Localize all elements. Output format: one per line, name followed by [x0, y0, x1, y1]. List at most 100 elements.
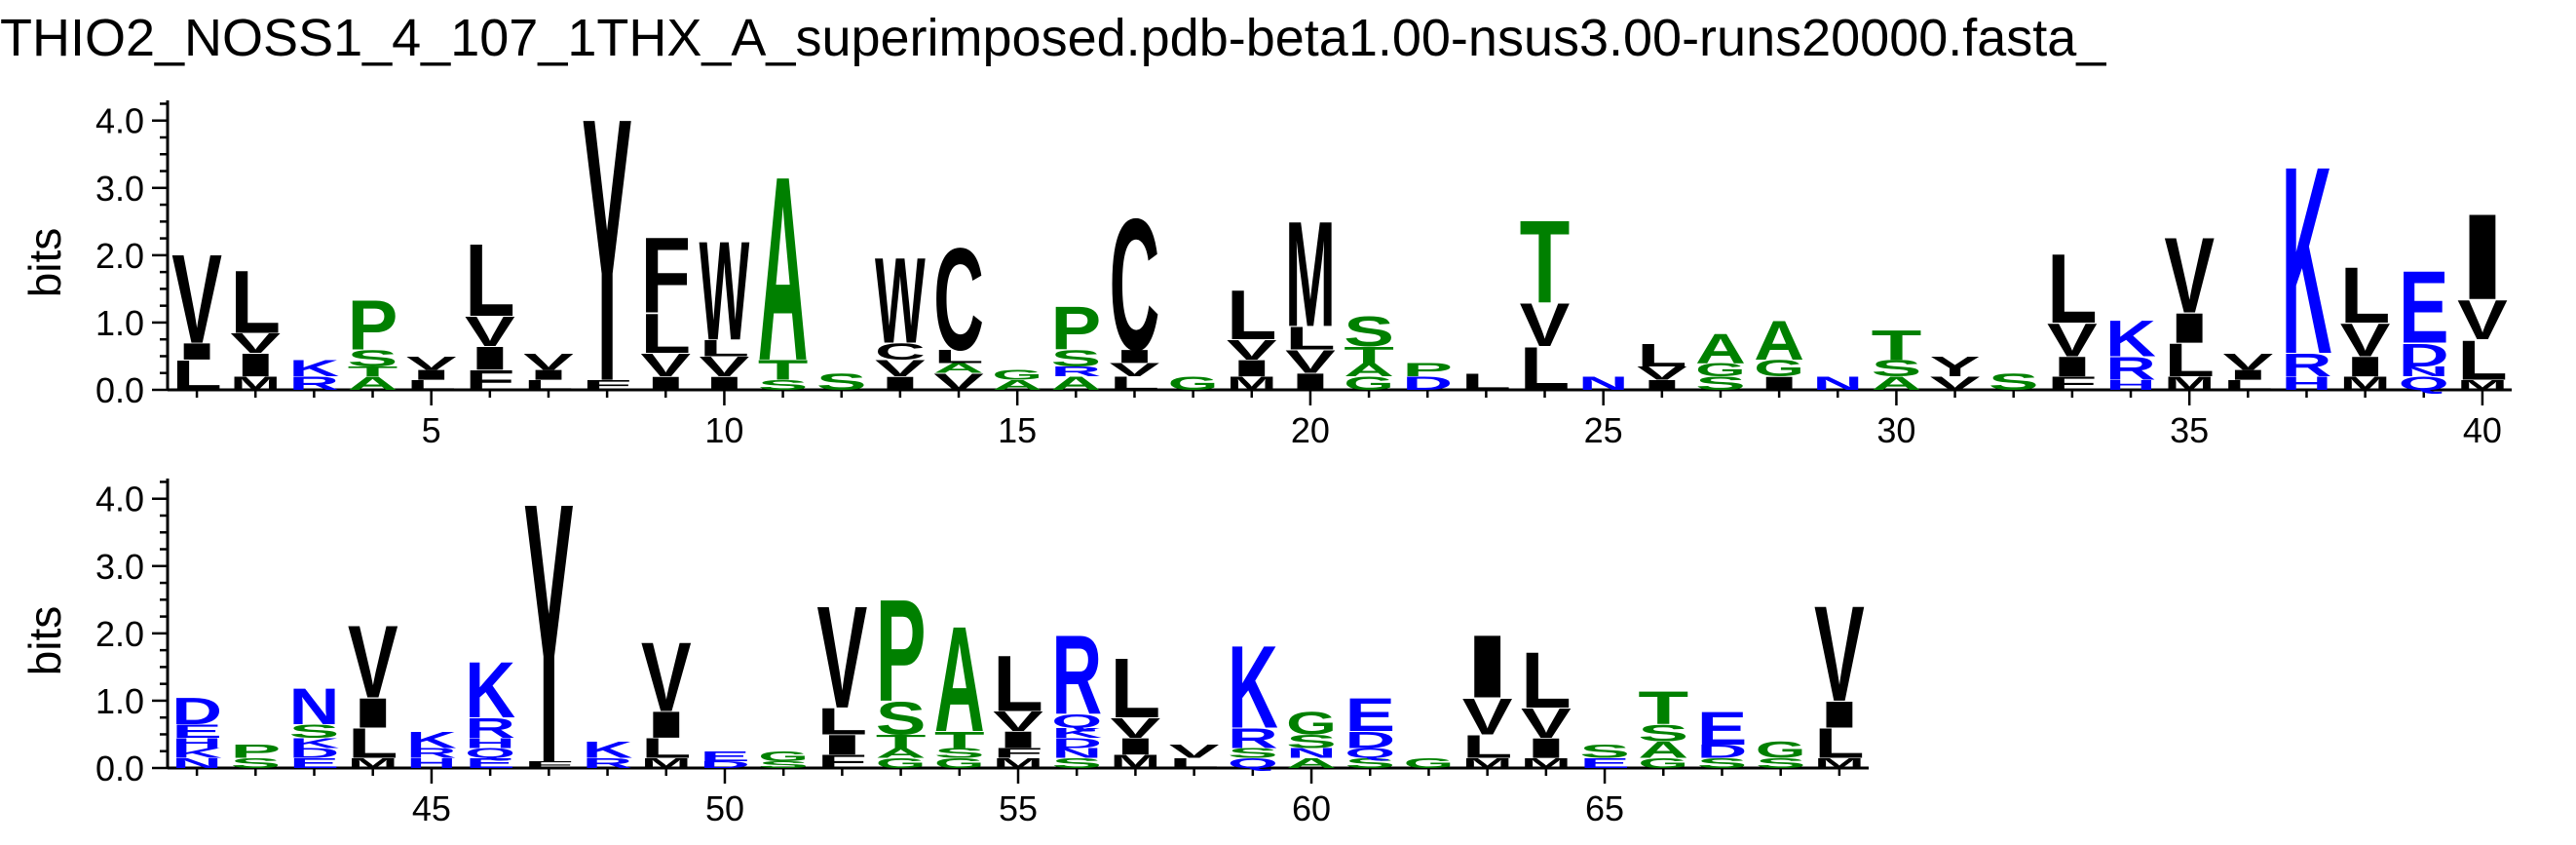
logo-letter: V	[2164, 215, 2215, 336]
logo-letter: I	[2457, 188, 2508, 325]
y-tick-label: 1.0	[95, 681, 144, 721]
logo-letter: L	[230, 252, 281, 352]
logo-letter: K	[2105, 310, 2156, 367]
logo-letter: A	[934, 595, 985, 763]
logo-letter: N	[289, 677, 340, 735]
y-tick-label: 2.0	[95, 236, 144, 276]
logo-letter: K	[2282, 110, 2332, 409]
logo-letter: I	[1462, 617, 1513, 716]
logo-column: MLIV	[1814, 578, 1865, 772]
logo-letter: K	[1228, 622, 1278, 753]
x-tick-label: 25	[1584, 410, 1623, 450]
logo-column: LIV	[406, 353, 457, 393]
logo-column: LIV	[523, 348, 574, 393]
logo-column: SP	[230, 742, 281, 772]
logo-column: AG	[992, 367, 1042, 393]
logo-column: STA	[758, 122, 809, 415]
logo-letter: P	[1402, 360, 1453, 380]
logo-column: IVLM	[1285, 189, 1336, 395]
logo-column: LIV	[171, 229, 222, 400]
logo-column: IVL	[1637, 337, 1687, 393]
x-tick-label: 45	[412, 788, 451, 828]
logo-column: ES	[1579, 742, 1630, 772]
logo-letter: S	[1579, 742, 1630, 762]
logo-letter: V	[1169, 742, 1220, 762]
logo-column: SDE	[1697, 703, 1748, 772]
y-tick-label: 4.0	[95, 101, 144, 141]
logo-letter: G	[992, 367, 1042, 383]
logo-letter: L	[1521, 634, 1572, 724]
logo-column: GSTA	[934, 595, 985, 772]
y-tick-label: 3.0	[95, 169, 144, 209]
logo-letter: L	[2340, 250, 2391, 339]
logo-letter: W	[700, 212, 750, 369]
logo-letter: V	[523, 348, 574, 374]
logo-letter: Y	[1930, 351, 1981, 382]
logo-letter: G	[1168, 373, 1219, 394]
x-tick-label: 50	[705, 788, 744, 828]
x-tick-label: 35	[2170, 410, 2209, 450]
logo-letter: G	[758, 749, 809, 764]
logo-letter: K	[289, 355, 340, 381]
logo-letter: L	[465, 223, 515, 338]
logo-letter: S	[1344, 308, 1394, 356]
logo-column: FY	[582, 40, 632, 460]
logo-column: SG	[1756, 737, 1806, 772]
logo-letter: G	[1286, 706, 1337, 743]
logo-column: MIVL	[230, 252, 282, 395]
logo-column: HRK	[2282, 110, 2332, 409]
logo-letter: V	[816, 575, 867, 738]
x-tick-label: 30	[1876, 410, 1915, 450]
y-axis-label: bits	[19, 606, 70, 676]
logo-column: EQHRK	[465, 645, 515, 772]
logo-letter: K	[406, 726, 457, 752]
logo-column: MIVL	[2340, 250, 2391, 394]
logo-column: AST	[1872, 322, 1922, 395]
logo-column: LVIC	[1110, 179, 1160, 394]
logo-column: DE	[700, 749, 750, 770]
logo-column: IGA	[1754, 309, 1804, 394]
logo-letter: K	[465, 645, 515, 735]
y-tick-label: 3.0	[95, 547, 144, 587]
x-tick-label: 65	[1585, 788, 1624, 828]
logo-letter: S	[816, 368, 867, 395]
logo-letter: C	[1110, 179, 1160, 389]
logo-column: FIVL	[2047, 234, 2098, 395]
logo-column: ANSG	[1286, 706, 1337, 772]
logo-letter: E	[1345, 689, 1395, 742]
logo-column: S	[1989, 368, 2039, 395]
logo-column: G	[1168, 373, 1219, 394]
logo-column: SG	[758, 749, 809, 770]
logo-letter: G	[1756, 737, 1806, 763]
y-tick-label: 4.0	[95, 480, 144, 519]
logo-column: SGA	[1695, 325, 1746, 394]
logo-letter: D	[171, 690, 222, 732]
logo-column: LV	[1169, 742, 1220, 772]
logo-column: GATS	[1344, 308, 1394, 395]
logo-column: LIV	[2222, 348, 2273, 393]
logo-column: RK	[289, 355, 340, 394]
logo-column: G	[1404, 755, 1455, 771]
logo-letter: A	[1695, 325, 1746, 372]
x-tick-label: 60	[1292, 788, 1331, 828]
logo-letter: P	[230, 742, 281, 762]
logo-letter: S	[1989, 368, 2039, 395]
logo-column: GATSP	[876, 568, 927, 771]
logo-letter: L	[1461, 368, 1512, 395]
logo-column: FY	[523, 427, 574, 841]
logo-column: LVT	[1520, 197, 1571, 403]
